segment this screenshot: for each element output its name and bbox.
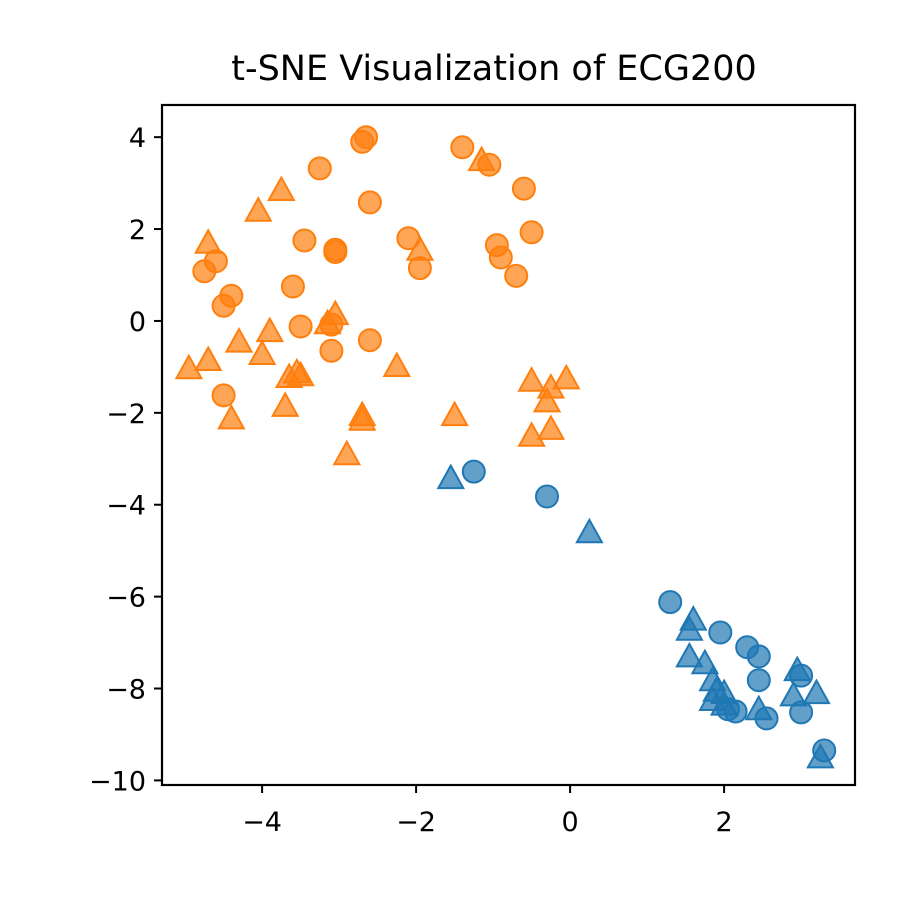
data-point-orange-circle (288, 314, 313, 339)
data-point-blue-triangle (709, 690, 739, 716)
data-point-orange-circle (307, 156, 332, 181)
data-point-orange-triangle (244, 196, 273, 222)
y-tick-label: −4 (106, 491, 146, 522)
data-point-orange-triangle (382, 351, 411, 377)
data-point-orange-triangle (247, 339, 277, 365)
data-point-orange-triangle (313, 308, 342, 335)
data-point-orange-triangle (348, 405, 377, 431)
x-tick-label: 0 (562, 807, 579, 838)
data-point-orange-circle (504, 263, 529, 288)
chart-title: t-SNE Visualization of ECG200 (231, 49, 757, 89)
data-point-orange-triangle (440, 400, 469, 427)
y-tick-label: 2 (129, 215, 146, 246)
data-point-blue-circle (658, 590, 683, 615)
data-point-blue-triangle (802, 678, 831, 705)
data-point-orange-triangle (532, 386, 562, 413)
data-point-blue-triangle (783, 655, 812, 682)
axes: −4 −2 0 2 4 2 0 −2 −4 −6 −8 −10 (89, 103, 857, 838)
data-point-orange-triangle (274, 362, 304, 388)
y-tick-label: −8 (106, 675, 146, 706)
data-point-orange-circle (319, 338, 344, 363)
data-point-orange-triangle (194, 228, 223, 254)
data-point-orange-triangle (267, 175, 296, 201)
y-tick-label: −2 (106, 399, 146, 430)
data-point-blue-triangle (675, 641, 704, 668)
data-point-orange-circle (511, 176, 536, 201)
data-point-orange-circle (357, 328, 382, 353)
y-tick-label: −10 (89, 766, 146, 797)
data-point-blue-triangle (779, 680, 808, 707)
data-point-orange-circle (192, 259, 217, 284)
y-tick-label: 4 (129, 123, 146, 154)
data-point-orange-circle (450, 135, 475, 160)
data-point-blue-triangle (806, 742, 835, 769)
data-point-orange-circle (280, 274, 305, 299)
data-point-orange-circle (211, 293, 236, 318)
data-point-orange-circle (211, 383, 236, 408)
data-point-orange-triangle (405, 235, 435, 261)
data-point-blue-circle (746, 644, 771, 669)
data-point-orange-circle (488, 245, 513, 270)
data-point-blue-circle (708, 620, 733, 645)
data-point-blue-circle (535, 484, 559, 509)
x-tick-label: 2 (716, 807, 733, 838)
data-point-orange-triangle (194, 345, 223, 371)
data-point-orange-triangle (271, 391, 300, 417)
data-point-orange-circle (357, 190, 382, 215)
data-point-blue-triangle (744, 694, 773, 721)
data-point-blue-triangle (436, 463, 465, 490)
data-point-orange-circle (354, 125, 379, 150)
data-point-blue-triangle (690, 648, 720, 675)
data-point-blue-circle (746, 668, 771, 693)
data-point-orange-triangle (255, 316, 284, 343)
data-point-orange-triangle (174, 353, 204, 380)
data-point-orange-triangle (552, 363, 581, 390)
data-point-orange-triangle (536, 414, 566, 440)
data-points (174, 125, 837, 769)
data-point-orange-triangle (517, 421, 546, 447)
data-point-orange-triangle (332, 439, 361, 466)
plot-frame (160, 103, 857, 787)
data-point-blue-triangle (675, 615, 704, 641)
data-point-orange-triangle (517, 366, 546, 392)
y-tick-label: 0 (129, 307, 146, 338)
data-point-orange-circle (323, 240, 348, 264)
data-point-blue-triangle (575, 517, 604, 544)
data-point-orange-circle (519, 220, 544, 245)
x-tick-label: −4 (242, 807, 282, 838)
data-point-orange-triangle (224, 327, 254, 353)
data-point-orange-triangle (467, 145, 496, 172)
y-tick-label: −6 (106, 583, 146, 614)
x-tick-label: −2 (396, 807, 436, 838)
data-point-orange-triangle (217, 403, 246, 430)
data-point-blue-circle (461, 459, 486, 484)
data-point-orange-circle (292, 228, 317, 253)
